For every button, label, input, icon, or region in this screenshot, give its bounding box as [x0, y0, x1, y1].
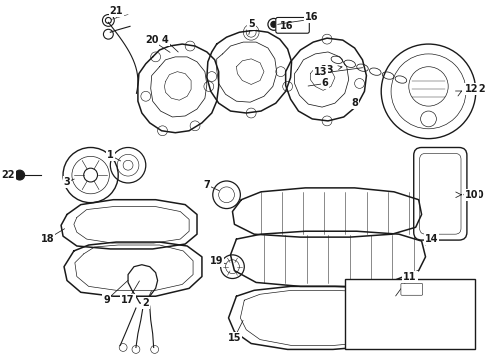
Text: 14: 14 [424, 234, 437, 244]
Polygon shape [228, 287, 423, 350]
Text: 4: 4 [162, 35, 168, 45]
Text: 9: 9 [103, 295, 109, 305]
Text: 22: 22 [1, 170, 15, 180]
Text: 20: 20 [144, 35, 158, 45]
Polygon shape [64, 242, 202, 296]
Polygon shape [206, 30, 291, 113]
Text: 21: 21 [109, 5, 123, 15]
Polygon shape [285, 38, 366, 121]
Text: 6: 6 [321, 78, 328, 89]
Text: ←12: ←12 [464, 84, 486, 94]
Text: 19: 19 [209, 256, 223, 266]
Polygon shape [358, 287, 403, 324]
Text: 10: 10 [464, 190, 477, 200]
FancyBboxPatch shape [419, 153, 460, 234]
Text: 16: 16 [305, 13, 318, 22]
Polygon shape [230, 231, 425, 287]
Text: 15: 15 [227, 333, 241, 343]
Text: ←10: ←10 [462, 190, 484, 200]
Text: 5: 5 [247, 19, 254, 30]
Text: 7: 7 [203, 180, 210, 190]
Text: 18: 18 [41, 234, 54, 244]
FancyBboxPatch shape [275, 18, 309, 33]
Polygon shape [232, 188, 421, 237]
Polygon shape [128, 265, 157, 303]
FancyBboxPatch shape [400, 283, 422, 295]
Text: 17: 17 [121, 295, 135, 305]
FancyBboxPatch shape [344, 279, 474, 350]
Text: 3: 3 [63, 177, 70, 187]
Text: 13: 13 [313, 67, 326, 77]
Text: 8: 8 [350, 98, 357, 108]
FancyBboxPatch shape [413, 148, 466, 240]
Text: 16: 16 [279, 21, 293, 31]
Circle shape [83, 168, 97, 182]
Text: 1: 1 [107, 150, 114, 160]
Polygon shape [138, 44, 218, 133]
Text: 11: 11 [402, 271, 416, 282]
Text: 13: 13 [321, 65, 341, 75]
Circle shape [15, 170, 24, 180]
Text: 2: 2 [142, 298, 149, 308]
Polygon shape [61, 200, 197, 249]
Circle shape [270, 21, 276, 27]
Text: 12: 12 [464, 84, 477, 94]
